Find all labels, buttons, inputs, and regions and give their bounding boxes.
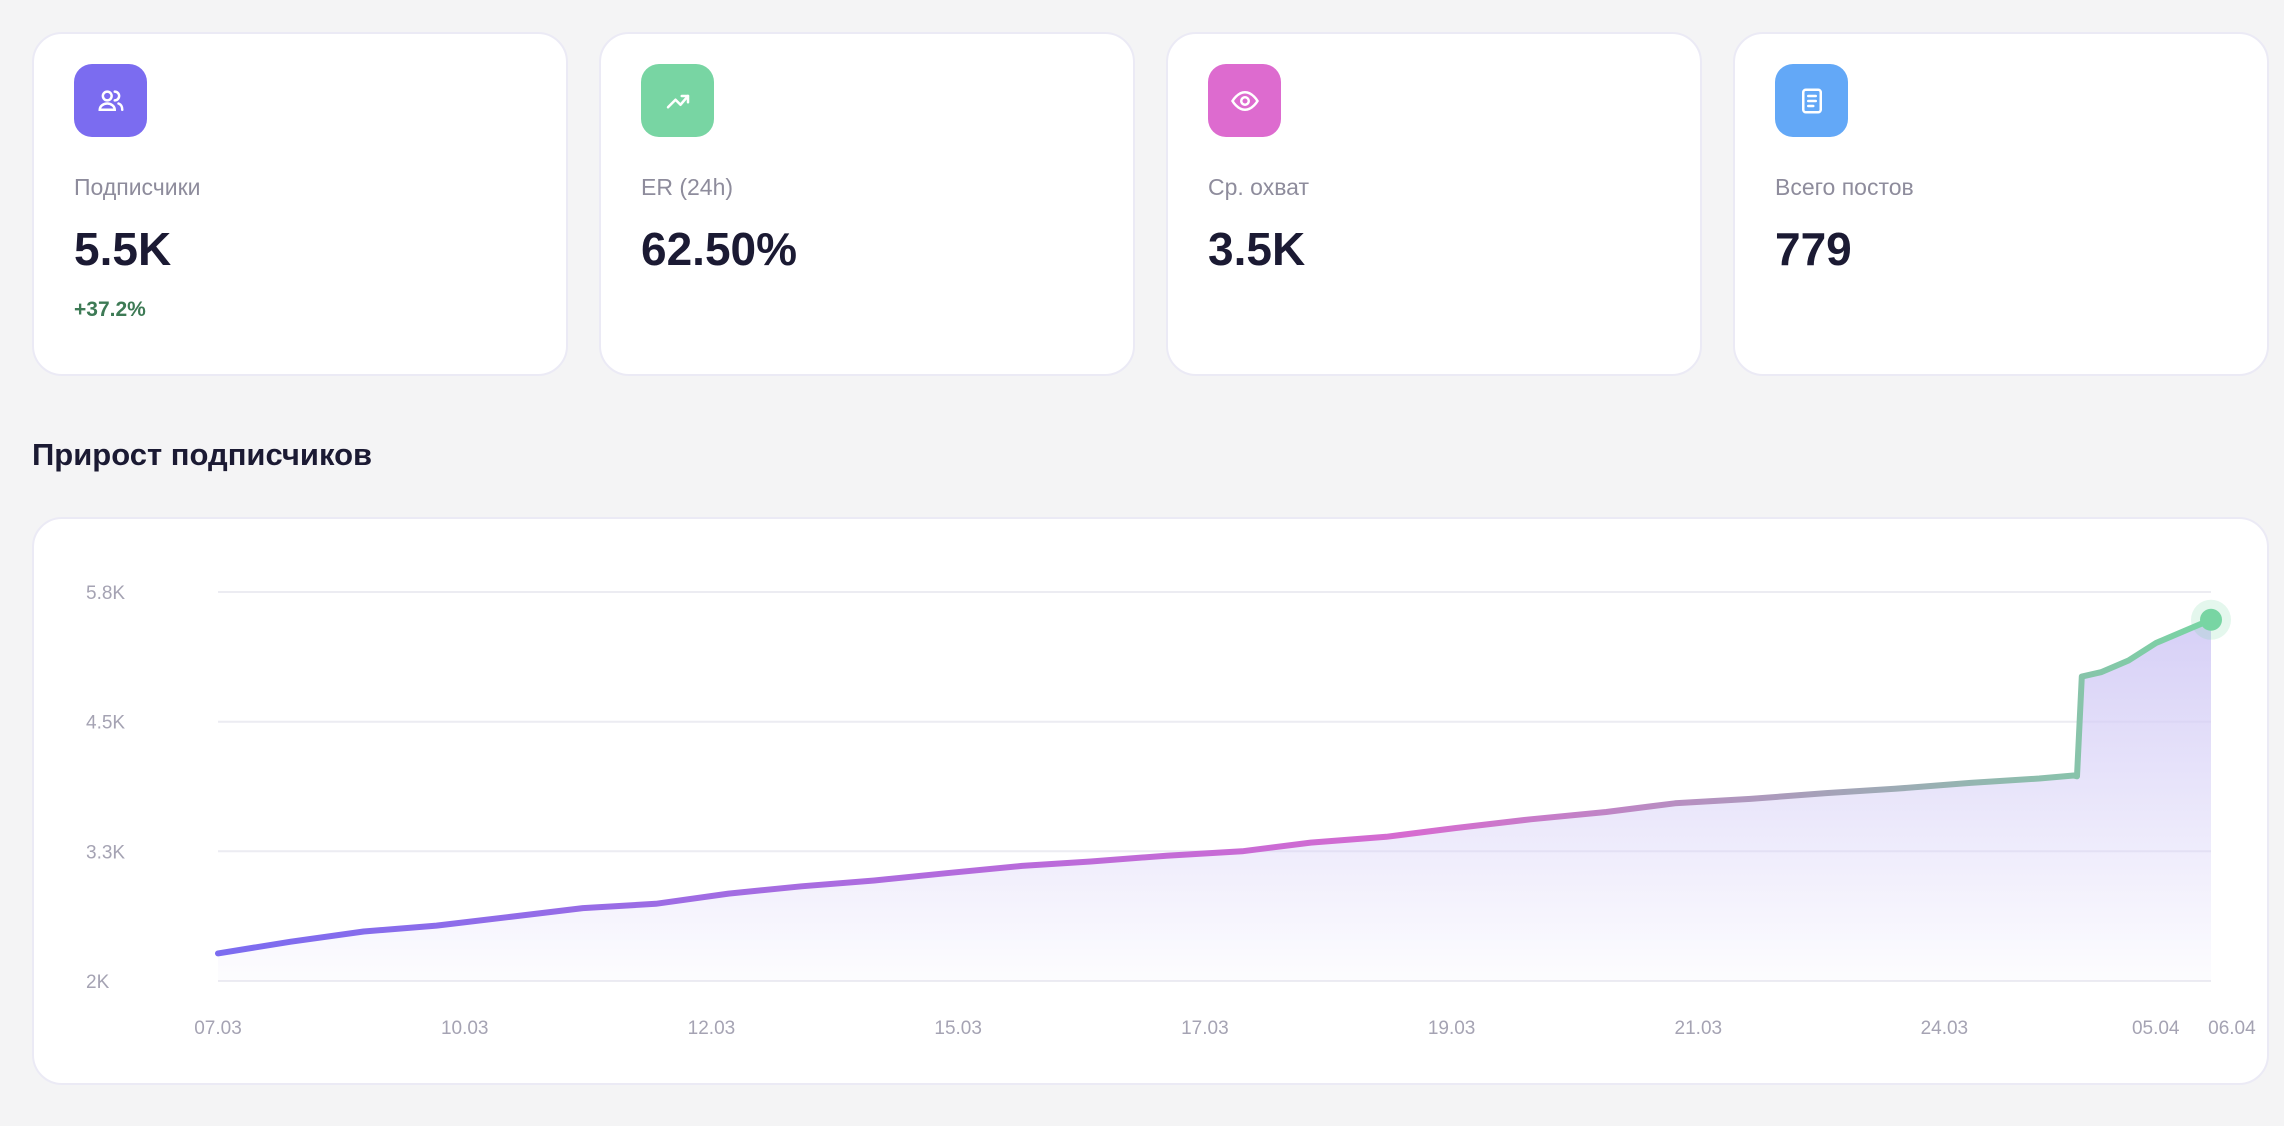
y-tick-label: 4.5K (86, 713, 125, 734)
stat-label: ER (24h) (641, 174, 734, 200)
x-tick-label: 05.04 (2132, 1018, 2180, 1039)
x-tick-label: 07.03 (194, 1018, 242, 1039)
users-icon (74, 64, 147, 137)
stat-value: 5.5K (74, 223, 172, 275)
eye-icon (1208, 64, 1281, 137)
stat-label: Подписчики (74, 174, 201, 200)
trending-up-icon (641, 64, 714, 137)
stat-card-subscribers: Подписчики 5.5K +37.2% (32, 32, 568, 376)
x-tick-label: 21.03 (1675, 1018, 1723, 1039)
last-point-marker[interactable] (2200, 608, 2222, 631)
x-tick-label: 12.03 (688, 1018, 736, 1039)
x-tick-label: 15.03 (934, 1018, 982, 1039)
area-fill (218, 619, 2211, 981)
x-tick-label: 24.03 (1921, 1018, 1969, 1039)
stat-value: 62.50% (641, 223, 798, 275)
stat-label: Ср. охват (1208, 174, 1309, 200)
document-icon (1775, 64, 1848, 137)
x-tick-label: 10.03 (441, 1018, 489, 1039)
chart-svg: 5.8K 4.5K 3.3K 2K 07.03 10.03 12.03 15.03 17.03 1… (86, 583, 2256, 1039)
section-title: Прирост подписчиков (32, 437, 373, 472)
stat-delta: +37.2% (74, 298, 146, 321)
y-tick-label: 2K (86, 972, 110, 993)
stat-card-er: ER (24h) 62.50% (599, 32, 1135, 376)
subscriber-growth-chart: 5.8K 4.5K 3.3K 2K 07.03 10.03 12.03 15.03 17.03 1… (32, 517, 2269, 1085)
x-tick-label: 17.03 (1181, 1018, 1229, 1039)
stat-value: 3.5K (1208, 223, 1306, 275)
stat-card-reach: Ср. охват 3.5K (1166, 32, 1702, 376)
series-line (215, 616, 2214, 957)
stat-label: Всего постов (1775, 174, 1914, 200)
x-tick-label: 19.03 (1428, 1018, 1476, 1039)
y-tick-label: 5.8K (86, 583, 125, 604)
stat-value: 779 (1775, 223, 1852, 275)
y-tick-label: 3.3K (86, 842, 125, 863)
x-tick-label: 06.04 (2208, 1018, 2256, 1039)
stat-card-posts: Всего постов 779 (1733, 32, 2269, 376)
